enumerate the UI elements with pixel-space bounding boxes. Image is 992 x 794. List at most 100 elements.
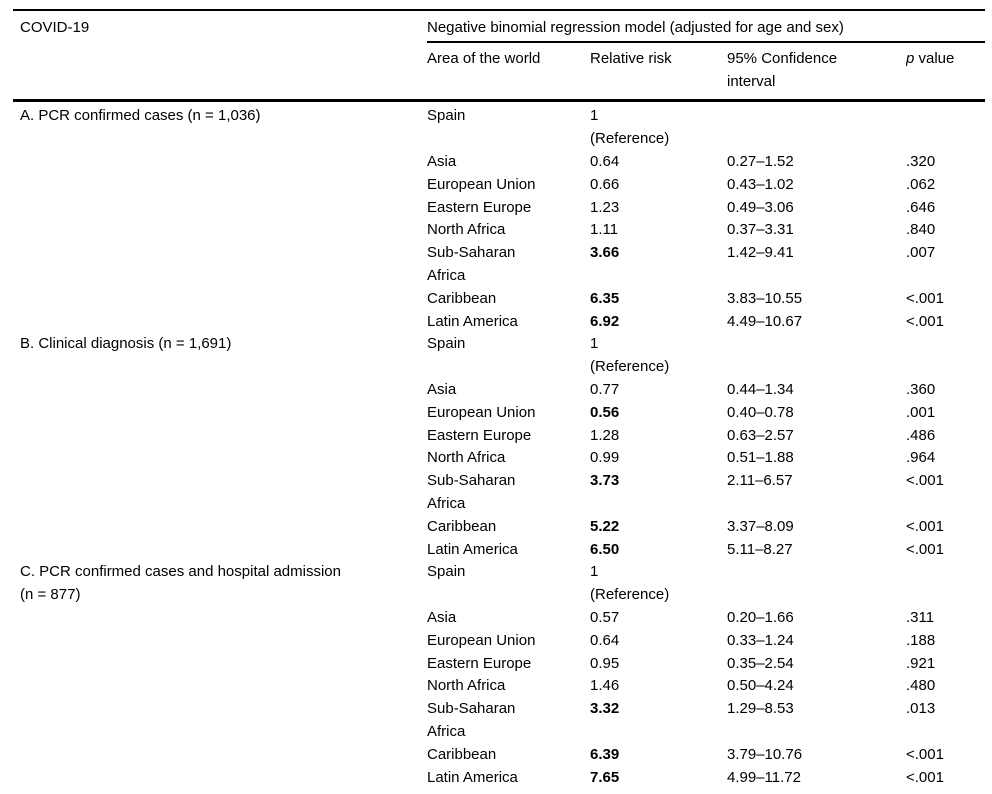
relative-risk-cell: 1.23 (590, 198, 620, 216)
confidence-interval-cell: 0.51–1.88 (727, 449, 794, 467)
p-value-cell: .486 (906, 426, 936, 444)
confidence-interval-cell (727, 101, 906, 151)
relative-risk-cell: 1.11 (590, 221, 619, 239)
confidence-interval-cell: 0.20–1.66 (727, 608, 794, 626)
table-header: COVID-19 Negative binomial regression mo… (13, 10, 986, 101)
table-row: Caribbean 6.39 3.79–10.76 <.001 (13, 744, 985, 767)
confidence-interval-cell (727, 333, 906, 379)
relative-risk-cell: 1.28 (590, 426, 620, 444)
table-row: Sub-Saharan Africa 3.66 1.42–9.41 .007 (13, 242, 985, 288)
relative-risk-cell: 0.99 (590, 449, 620, 467)
p-value-cell: .013 (906, 700, 936, 718)
p-value-cell: .480 (906, 677, 936, 695)
relative-risk-cell: 3.73 (590, 472, 620, 490)
p-value-rest: value (914, 49, 955, 67)
table-row: B. Clinical diagnosis (n = 1,691) Spain 1 … (13, 333, 985, 379)
confidence-interval-cell: 0.44–1.34 (727, 380, 794, 398)
table-row: Latin America 6.92 4.49–10.67 <.001 (13, 311, 985, 334)
header-row-columns: Area of the world Relative risk 95% Conf… (13, 42, 985, 101)
table-row: European Union 0.64 0.33–1.24 .188 (13, 630, 985, 653)
area-cell: Latin America (427, 312, 518, 330)
p-value-cell: .062 (906, 175, 936, 193)
table-row: Asia 0.64 0.27–1.52 .320 (13, 151, 985, 174)
relative-risk-cell: 5.22 (590, 517, 620, 535)
section-label: A. PCR confirmed cases (n = 1,036) (20, 107, 261, 125)
area-cell: Eastern Europe (427, 426, 532, 444)
p-value-cell: .360 (906, 380, 936, 398)
header-row-spanner: COVID-19 Negative binomial regression mo… (13, 10, 986, 43)
table-row: Latin America 7.65 4.99–11.72 <.001 (13, 767, 985, 794)
relative-risk-cell: 1 (Reference) (590, 107, 670, 148)
table-row: Eastern Europe 0.95 0.35–2.54 .921 (13, 653, 985, 676)
relative-risk-cell: 6.35 (590, 289, 620, 307)
area-cell: Asia (427, 152, 457, 170)
table-row: Eastern Europe 1.23 0.49–3.06 .646 (13, 197, 985, 220)
relative-risk-cell: 0.56 (590, 403, 620, 421)
p-value-cell: .964 (906, 449, 936, 467)
table-row: Sub-Saharan Africa 3.32 1.29–8.53 .013 (13, 698, 985, 744)
table-row: A. PCR confirmed cases (n = 1,036) Spain 1… (13, 101, 985, 151)
table-row: C. PCR confirmed cases and hospital admi… (13, 561, 985, 607)
model-spanner-header: Negative binomial regression model (adju… (427, 10, 986, 43)
confidence-interval-cell: 2.11–6.57 (727, 472, 793, 490)
table-row: Latin America 6.50 5.11–8.27 <.001 (13, 539, 985, 562)
area-cell: Sub-Saharan Africa (427, 244, 516, 284)
p-value-cell: <.001 (906, 768, 944, 786)
relative-risk-cell: 1 (Reference) (590, 563, 670, 604)
area-cell: Asia (427, 608, 457, 626)
area-cell: Eastern Europe (427, 654, 532, 672)
relative-risk-cell: 3.32 (590, 700, 620, 718)
results-table: COVID-19 Negative binomial regression mo… (13, 9, 986, 794)
confidence-interval-cell: 0.50–4.24 (727, 677, 794, 695)
confidence-interval-cell: 3.79–10.76 (727, 745, 803, 763)
p-value-cell (906, 333, 985, 379)
area-cell: Caribbean (427, 517, 497, 535)
column-header-p-value: p value (906, 42, 985, 101)
table-row: Caribbean 6.35 3.83–10.55 <.001 (13, 288, 985, 311)
table-row: European Union 0.66 0.43–1.02 .062 (13, 174, 985, 197)
p-value-cell: .320 (906, 152, 936, 170)
confidence-interval-cell: 1.42–9.41 (727, 244, 794, 262)
confidence-interval-cell: 1.29–8.53 (727, 700, 794, 718)
relative-risk-cell: 0.95 (590, 654, 620, 672)
table-row: Asia 0.57 0.20–1.66 .311 (13, 607, 985, 630)
area-cell: European Union (427, 403, 536, 421)
table-row: North Africa 0.99 0.51–1.88 .964 (13, 447, 985, 470)
table-row: European Union 0.56 0.40–0.78 .001 (13, 402, 985, 425)
area-cell: Eastern Europe (427, 198, 532, 216)
p-value-cell: .646 (906, 198, 936, 216)
area-cell: European Union (427, 175, 536, 193)
p-value-cell: .001 (906, 403, 936, 421)
p-value-cell: <.001 (906, 289, 944, 307)
area-cell: Latin America (427, 540, 518, 558)
table-row: North Africa 1.46 0.50–4.24 .480 (13, 675, 985, 698)
table-row: Sub-Saharan Africa 3.73 2.11–6.57 <.001 (13, 470, 985, 516)
relative-risk-cell: 1 (Reference) (590, 335, 670, 376)
p-value-cell: .921 (906, 654, 936, 672)
confidence-interval-cell: 4.49–10.67 (727, 312, 803, 330)
relative-risk-cell: 6.50 (590, 540, 620, 558)
confidence-interval-cell: 0.49–3.06 (727, 198, 794, 216)
area-cell: Spain (427, 335, 466, 353)
p-value-cell: <.001 (906, 745, 944, 763)
confidence-interval-cell: 0.43–1.02 (727, 175, 794, 193)
area-cell: Sub-Saharan Africa (427, 472, 516, 512)
section-label: C. PCR confirmed cases and hospital admi… (20, 563, 341, 604)
section-label: B. Clinical diagnosis (n = 1,691) (20, 335, 232, 353)
confidence-interval-cell: 3.37–8.09 (727, 517, 794, 535)
area-cell: European Union (427, 631, 536, 649)
relative-risk-cell: 0.66 (590, 175, 620, 193)
column-header-area: Area of the world (427, 49, 541, 67)
area-cell: Caribbean (427, 745, 497, 763)
p-value-cell: <.001 (906, 312, 944, 330)
confidence-interval-cell: 0.40–0.78 (727, 403, 794, 421)
table-body: A. PCR confirmed cases (n = 1,036) Spain 1… (13, 101, 985, 794)
table-row: North Africa 1.11 0.37–3.31 .840 (13, 219, 985, 242)
p-value-cell (906, 101, 985, 151)
confidence-interval-cell: 0.37–3.31 (727, 221, 794, 239)
column-header-confidence-interval: 95% Confidence interval (727, 49, 838, 90)
table-row: Eastern Europe 1.28 0.63–2.57 .486 (13, 425, 985, 448)
area-cell: North Africa (427, 221, 506, 239)
confidence-interval-cell: 0.33–1.24 (727, 631, 794, 649)
relative-risk-cell: 3.66 (590, 244, 620, 262)
